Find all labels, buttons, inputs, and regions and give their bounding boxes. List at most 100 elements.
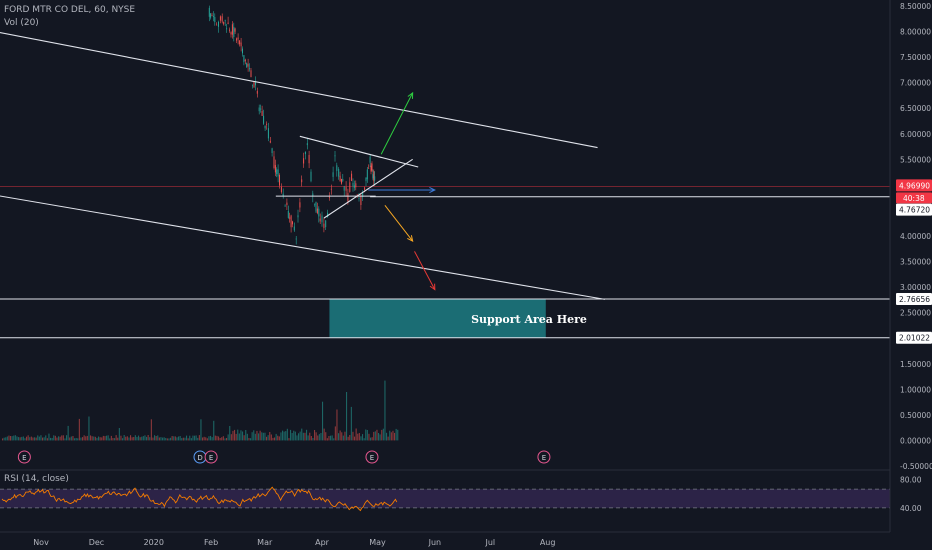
candle-body [369,156,371,163]
price-layer [208,5,376,245]
volume-bar [109,438,111,441]
candle-body [240,42,242,47]
volume-bar [152,437,154,441]
volume-bar [389,430,391,441]
candle-body [214,17,216,22]
volume-bar [146,436,148,441]
volume-bar [312,438,314,441]
candle-body [295,238,297,240]
volume-bar [381,429,383,441]
volume-bar [285,431,287,441]
volume-bar [339,430,341,441]
volume-bar [298,433,300,441]
volume-bar [165,438,167,441]
volume-bar [182,437,184,441]
volume-bar [294,431,296,441]
volume-bar [99,437,101,441]
level-lines-layer [0,186,890,339]
volume-bar [259,430,261,441]
volume-bar [274,437,276,441]
volume-bar [203,436,205,441]
candle-body [231,24,233,35]
volume-indicator-label: Vol (20) [4,18,39,28]
drawings-layer[interactable] [0,32,606,300]
earnings-marker-label: D [197,454,202,462]
volume-bar [219,438,221,441]
volume-bar [336,409,338,441]
time-tick-label: May [369,538,386,547]
volume-bar [141,436,143,441]
candle-body [212,16,214,17]
candle-body [356,194,358,196]
countdown-tag: 40:38 [903,194,925,203]
volume-bar [40,435,42,441]
volume-bar [325,432,327,441]
volume-bar [138,435,140,441]
volume-bar [117,437,119,441]
volume-bar [77,438,79,441]
candle-body [334,155,336,157]
earnings-marker[interactable] [204,450,218,464]
volume-bar [2,438,4,441]
volume-bar [75,438,77,441]
volume-bar [341,432,343,441]
volume-bar [173,436,175,441]
candle-body [280,186,282,193]
candle-body [365,177,367,182]
candle-body [352,182,354,187]
volume-bar [347,436,349,441]
volume-bar [48,433,50,441]
candle-body [229,29,231,31]
volume-bar [72,436,74,441]
earnings-marker[interactable] [17,450,31,464]
volume-bar [346,392,348,441]
volume-bar [114,438,116,441]
volume-bar [261,432,263,441]
candle-body [318,208,320,217]
volume-bar [373,431,375,441]
volume-bar [101,437,103,441]
volume-bar [150,419,152,441]
candle-body [364,187,366,190]
arrow-mid [384,205,414,242]
price-tick-label: 3.50000 [900,258,931,267]
earnings-marker[interactable] [365,450,379,464]
volume-bar [282,430,284,441]
candle-body [237,37,239,40]
volume-bar [322,401,324,441]
volume-bar [136,436,138,441]
volume-bar [238,433,240,441]
time-tick-label: Nov [33,538,49,547]
volume-bar [304,432,306,441]
candle-body [301,179,303,183]
volume-bar [269,432,271,441]
candle-body [362,192,364,197]
volume-bar [69,437,71,441]
volume-bar [131,437,133,441]
volume-bar [264,432,266,441]
volume-bar [315,432,317,441]
candle-body [282,193,284,197]
earnings-marker[interactable] [537,450,551,464]
volume-bar [208,436,210,441]
candle-body [312,193,314,197]
volume-bar [302,432,304,441]
volume-bar [102,435,104,441]
volume-bar [318,434,320,441]
price-tick-label: 6.00000 [900,130,931,139]
candle-body [267,128,269,139]
volume-bar [291,433,293,441]
support-zone-rect [329,299,546,338]
time-tick-label: Jul [484,538,495,547]
rsi-band [0,489,890,508]
volume-bar [216,435,218,441]
rsi-indicator-label: RSI (14, close) [4,474,69,484]
volume-bar [19,437,21,441]
volume-bar [190,438,192,441]
volume-bar [272,437,274,441]
earnings-marker-label: E [209,454,213,462]
candle-body [332,172,334,177]
price-tick-label: 1.00000 [900,385,931,394]
